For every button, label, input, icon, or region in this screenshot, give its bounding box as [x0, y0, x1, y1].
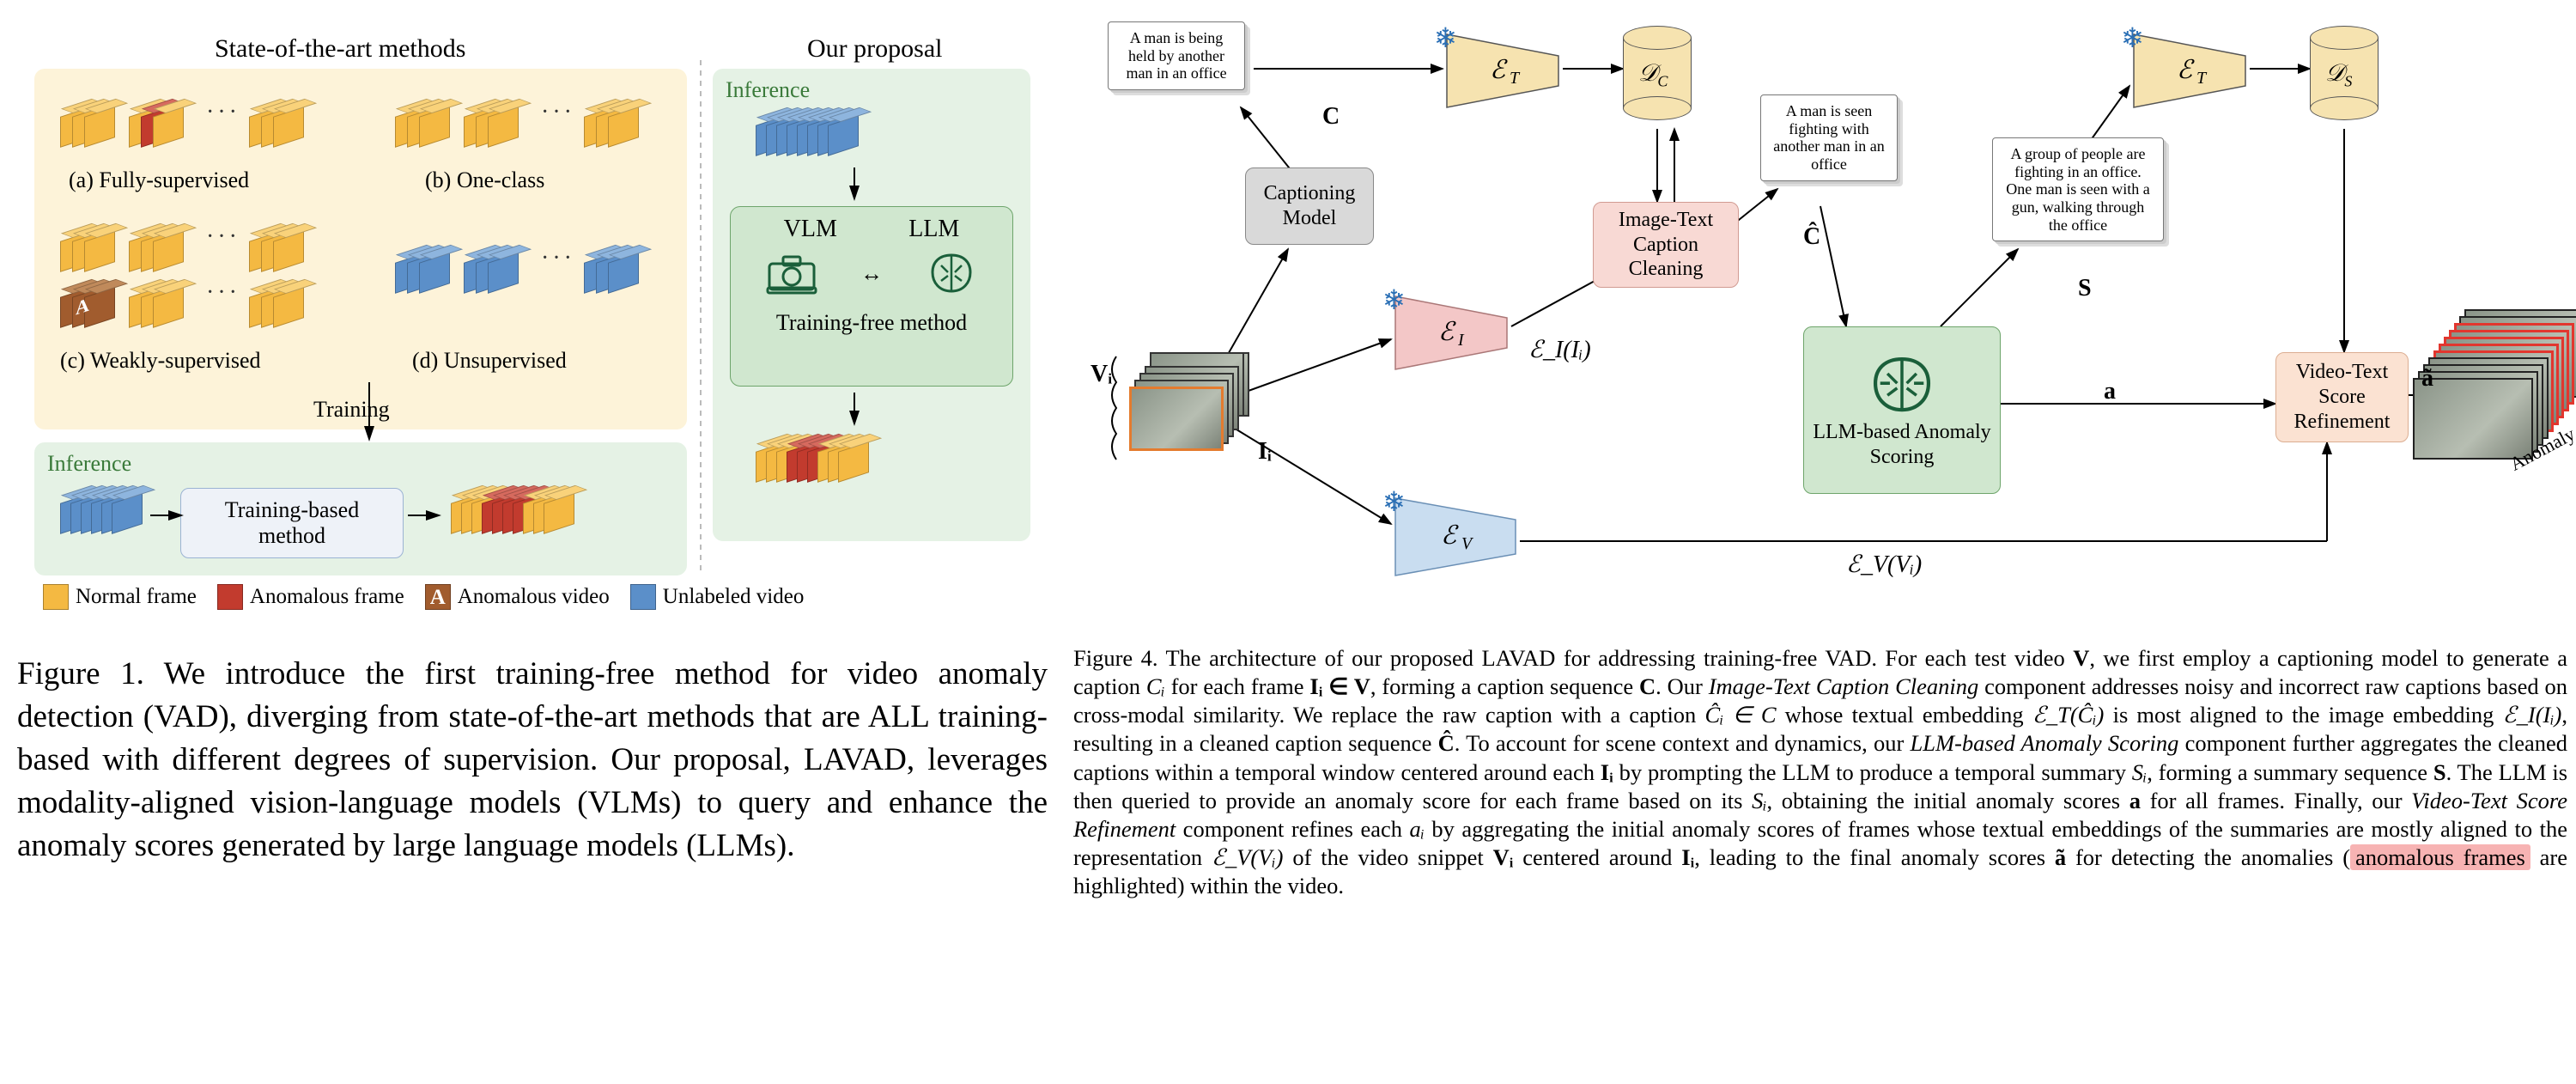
inference-label-right: Inference: [726, 77, 810, 103]
legend-unlabeled: Unlabeled video: [663, 585, 805, 609]
llm-scoring-block: LLM-based Anomaly Scoring: [1803, 326, 2001, 494]
vlm-llm-box: VLM LLM ↔: [730, 206, 1013, 387]
sym-atilde: ã: [2421, 365, 2433, 393]
highlighted-anomalous: anomalous frames: [2350, 844, 2530, 870]
figure1-caption: Figure 1. We introduce the first trainin…: [17, 653, 1048, 868]
snowflake-icon: ❄: [1434, 21, 1457, 54]
note2: A man is seen fighting with another man …: [1760, 94, 1898, 181]
svg-text:ℰ: ℰ: [1438, 318, 1456, 346]
proposal-title: Our proposal: [807, 34, 942, 64]
dc-cylinder: 𝒟C: [1623, 26, 1692, 120]
brain-icon: [1863, 351, 1941, 420]
ds-cylinder: 𝒟S: [2310, 26, 2379, 120]
note1: A man is being held by another man in an…: [1108, 21, 1245, 90]
camera-icon: [764, 253, 819, 295]
figure1-diagram: State-of-the-art methods Our proposal In…: [17, 17, 1048, 618]
sym-c: C: [1322, 103, 1340, 131]
figure4-panel: A man is being held by another man in an…: [1065, 0, 2576, 1084]
figure1-panel: State-of-the-art methods Our proposal In…: [0, 0, 1065, 1084]
snowflake-icon: ❄: [1382, 485, 1406, 518]
captioning-block: Captioning Model: [1245, 167, 1374, 245]
panel-b-label: (b) One-class: [425, 167, 544, 193]
svg-text:I: I: [1457, 331, 1465, 350]
sota-title: State-of-the-art methods: [215, 34, 465, 64]
figure4-caption: Figure 4. The architecture of our propos…: [1073, 644, 2567, 900]
input-frames: [1129, 352, 1258, 455]
output-frames: [2413, 309, 2576, 447]
vlm-label: VLM: [784, 216, 837, 243]
encoder-et-right: ℰ T: [2129, 30, 2250, 112]
sym-evvi: ℰ_V(Vᵢ): [1846, 550, 1922, 579]
snowflake-icon: ❄: [1382, 283, 1406, 316]
sym-ii: Iᵢ: [1258, 438, 1272, 466]
svg-text:ℰ: ℰ: [1441, 521, 1459, 550]
brain-icon: [924, 250, 979, 298]
training-label: Training: [313, 397, 390, 423]
sym-a: a: [2104, 378, 2116, 405]
panel-a-label: (a) Fully-supervised: [69, 167, 249, 193]
legend-anom-video: Anomalous video: [458, 585, 610, 609]
sym-chat: Ĉ: [1803, 223, 1820, 251]
encoder-ei: ℰ I: [1391, 292, 1511, 374]
legend-normal: Normal frame: [76, 585, 197, 609]
brown-a-letter: A: [76, 293, 89, 320]
inference-label-left: Inference: [47, 451, 131, 477]
note3: A group of people are fighting in an off…: [1992, 137, 2164, 241]
encoder-et-left: ℰ T: [1443, 30, 1563, 112]
sym-eiii: ℰ_I(Iᵢ): [1528, 335, 1591, 364]
legend: Normal frame Anomalous frame AAnomalous …: [43, 584, 1039, 610]
divider-line: [700, 60, 702, 575]
panel-d-label: (d) Unsupervised: [412, 348, 567, 374]
sym-s: S: [2078, 275, 2092, 302]
snowflake-icon: ❄: [2121, 21, 2144, 54]
sym-vi: Vᵢ: [1091, 361, 1112, 388]
llm-label: LLM: [908, 216, 959, 243]
llm-scoring-label: LLM-based Anomaly Scoring: [1811, 420, 1993, 470]
training-free-label: Training-free method: [731, 305, 1012, 336]
svg-text:T: T: [1510, 69, 1521, 88]
panel-c-label: (c) Weakly-supervised: [60, 348, 261, 374]
cleaning-block: Image-Text Caption Cleaning: [1593, 202, 1739, 288]
svg-text:ℰ: ℰ: [1490, 56, 1508, 84]
svg-text:ℰ: ℰ: [2177, 56, 2195, 84]
refine-block: Video-Text Score Refinement: [2275, 352, 2409, 442]
svg-text:T: T: [2196, 69, 2208, 88]
figure4-diagram: A man is being held by another man in an…: [1073, 9, 2567, 636]
encoder-ev: ℰ V: [1391, 494, 1520, 580]
legend-anom-frame: Anomalous frame: [250, 585, 404, 609]
